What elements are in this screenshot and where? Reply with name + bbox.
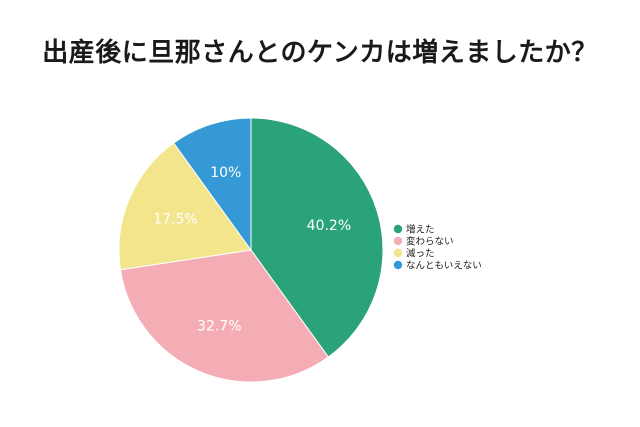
pie-slice-label-4: 10% [210, 165, 241, 181]
legend-marker-4 [393, 260, 403, 270]
legend-marker-2 [393, 236, 403, 246]
pie-slice-4 [172, 117, 252, 252]
pie-slice-3 [118, 142, 252, 271]
legend-marker-3 [393, 248, 403, 258]
pie-slice-label-1: 40.2% [307, 218, 351, 234]
pie-slice-label-3: 17.5% [153, 211, 197, 227]
legend-label-1: 増えた [406, 224, 435, 236]
pie-slice-labels: 40.2% 32.7% 17.5% 10% [153, 165, 351, 334]
pie-slice-1 [250, 117, 384, 358]
pie-slice-2 [119, 249, 330, 383]
pie-slices [118, 117, 384, 383]
legend-marker-1 [393, 224, 403, 234]
legend-label-3: 減った [406, 248, 435, 260]
legend-label-4: なんともいえない [406, 261, 482, 272]
legend-label-2: 変わらない [406, 236, 454, 248]
pie-slice-label-2: 32.7% [197, 319, 241, 335]
chart-title: 出産後に旦那さんとのケンカは増えましたか？ [42, 38, 598, 68]
